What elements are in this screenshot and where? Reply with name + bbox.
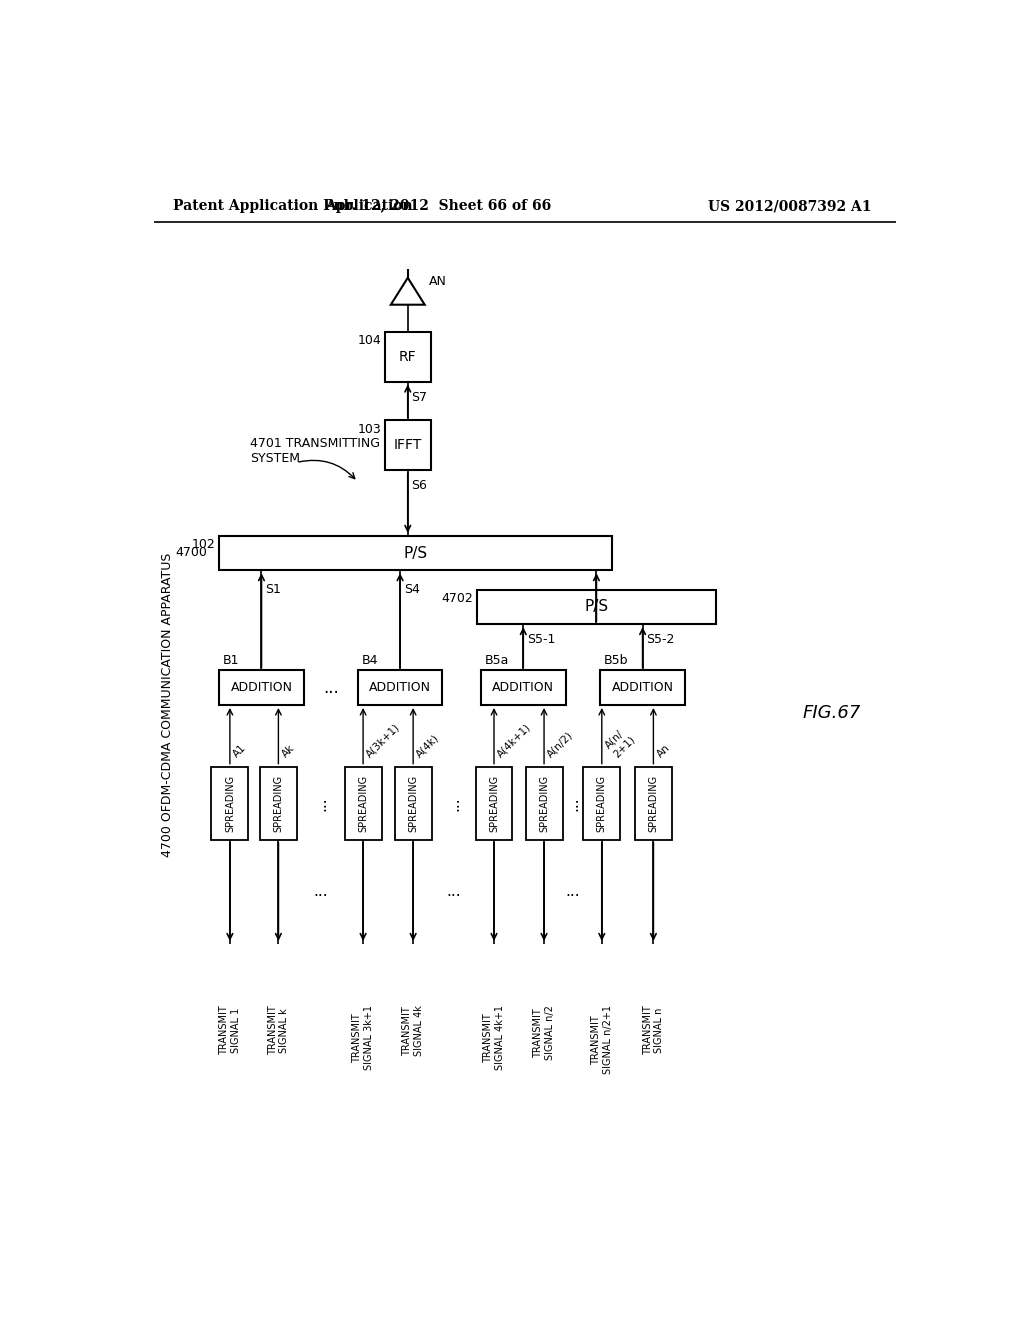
Text: TRANSMIT
SIGNAL 4k+1: TRANSMIT SIGNAL 4k+1 (483, 1006, 505, 1071)
Text: TRANSMIT
SIGNAL 1: TRANSMIT SIGNAL 1 (219, 1006, 241, 1055)
Text: ADDITION: ADDITION (230, 681, 293, 694)
Bar (211, 767, 249, 840)
Text: S7: S7 (412, 391, 428, 404)
Text: TRANSMIT
SIGNAL 4k: TRANSMIT SIGNAL 4k (402, 1006, 424, 1056)
Text: SPREADING: SPREADING (539, 775, 549, 832)
Bar (345, 767, 382, 840)
Bar (525, 767, 562, 840)
Text: ...: ... (565, 884, 581, 899)
Bar (600, 671, 685, 705)
Text: SPREADING: SPREADING (409, 775, 418, 832)
Text: An: An (655, 742, 672, 759)
Bar (584, 767, 621, 840)
Text: A(4k): A(4k) (415, 733, 441, 759)
Text: ADDITION: ADDITION (369, 681, 431, 694)
Text: TRANSMIT
SIGNAL n/2: TRANSMIT SIGNAL n/2 (534, 1006, 555, 1060)
Text: ADDITION: ADDITION (611, 681, 674, 694)
Text: Apr. 12, 2012  Sheet 66 of 66: Apr. 12, 2012 Sheet 66 of 66 (326, 199, 552, 213)
Text: Patent Application Publication: Patent Application Publication (173, 199, 413, 213)
Text: 4702: 4702 (441, 593, 473, 606)
Text: A(4k+1): A(4k+1) (496, 722, 534, 759)
Text: B4: B4 (361, 653, 378, 667)
Text: A1: A1 (231, 742, 248, 759)
Text: ...: ... (323, 678, 339, 697)
Text: SPREADING: SPREADING (597, 775, 607, 832)
Bar (385, 420, 431, 470)
Bar (219, 536, 611, 570)
Text: S5-1: S5-1 (527, 634, 555, 647)
Bar (635, 767, 672, 840)
Text: SPREADING: SPREADING (489, 775, 499, 832)
Text: ...: ... (313, 884, 328, 899)
Text: TRANSMIT
SIGNAL 3k+1: TRANSMIT SIGNAL 3k+1 (352, 1006, 374, 1071)
Text: Ak: Ak (280, 743, 296, 759)
Text: SPREADING: SPREADING (225, 775, 234, 832)
Text: SPREADING: SPREADING (273, 775, 284, 832)
Text: B1: B1 (223, 653, 240, 667)
Text: ...: ... (446, 884, 461, 899)
Text: AN: AN (429, 275, 446, 288)
Text: S5-2: S5-2 (646, 634, 675, 647)
Text: P/S: P/S (403, 545, 428, 561)
Text: FIG.67: FIG.67 (802, 704, 860, 722)
Text: RF: RF (399, 350, 417, 364)
Text: A(n/
2+1): A(n/ 2+1) (603, 726, 637, 759)
Bar (219, 671, 304, 705)
Text: ...: ... (313, 796, 329, 810)
Bar (357, 671, 442, 705)
Text: 103: 103 (357, 422, 382, 436)
Text: TRANSMIT
SIGNAL k: TRANSMIT SIGNAL k (267, 1006, 289, 1055)
Text: ...: ... (446, 796, 461, 810)
Text: 4701 TRANSMITTING
SYSTEM: 4701 TRANSMITTING SYSTEM (250, 437, 380, 465)
Bar (477, 590, 716, 624)
Text: S6: S6 (412, 479, 427, 492)
Bar (475, 767, 512, 840)
Text: SPREADING: SPREADING (358, 775, 368, 832)
Bar (394, 767, 432, 840)
Text: A(3k+1): A(3k+1) (365, 722, 402, 759)
Text: B5a: B5a (484, 653, 509, 667)
Text: TRANSMIT
SIGNAL n: TRANSMIT SIGNAL n (643, 1006, 665, 1055)
Text: 4700: 4700 (176, 546, 208, 560)
Text: P/S: P/S (585, 599, 608, 614)
Text: SPREADING: SPREADING (648, 775, 658, 832)
Bar (385, 331, 431, 381)
Text: 4700 OFDM-CDMA COMMUNICATION APPARATUS: 4700 OFDM-CDMA COMMUNICATION APPARATUS (161, 553, 174, 857)
Bar (260, 767, 297, 840)
Text: ADDITION: ADDITION (493, 681, 554, 694)
Text: A(n/2): A(n/2) (546, 730, 575, 759)
Text: B5b: B5b (604, 653, 629, 667)
Text: US 2012/0087392 A1: US 2012/0087392 A1 (708, 199, 871, 213)
Text: S4: S4 (403, 583, 420, 597)
Text: 104: 104 (357, 334, 382, 347)
Bar (481, 671, 565, 705)
Text: ...: ... (565, 796, 581, 810)
Text: TRANSMIT
SIGNAL n/2+1: TRANSMIT SIGNAL n/2+1 (591, 1006, 612, 1074)
Text: S1: S1 (265, 583, 282, 597)
Text: 102: 102 (191, 539, 215, 552)
Text: IFFT: IFFT (393, 438, 422, 453)
